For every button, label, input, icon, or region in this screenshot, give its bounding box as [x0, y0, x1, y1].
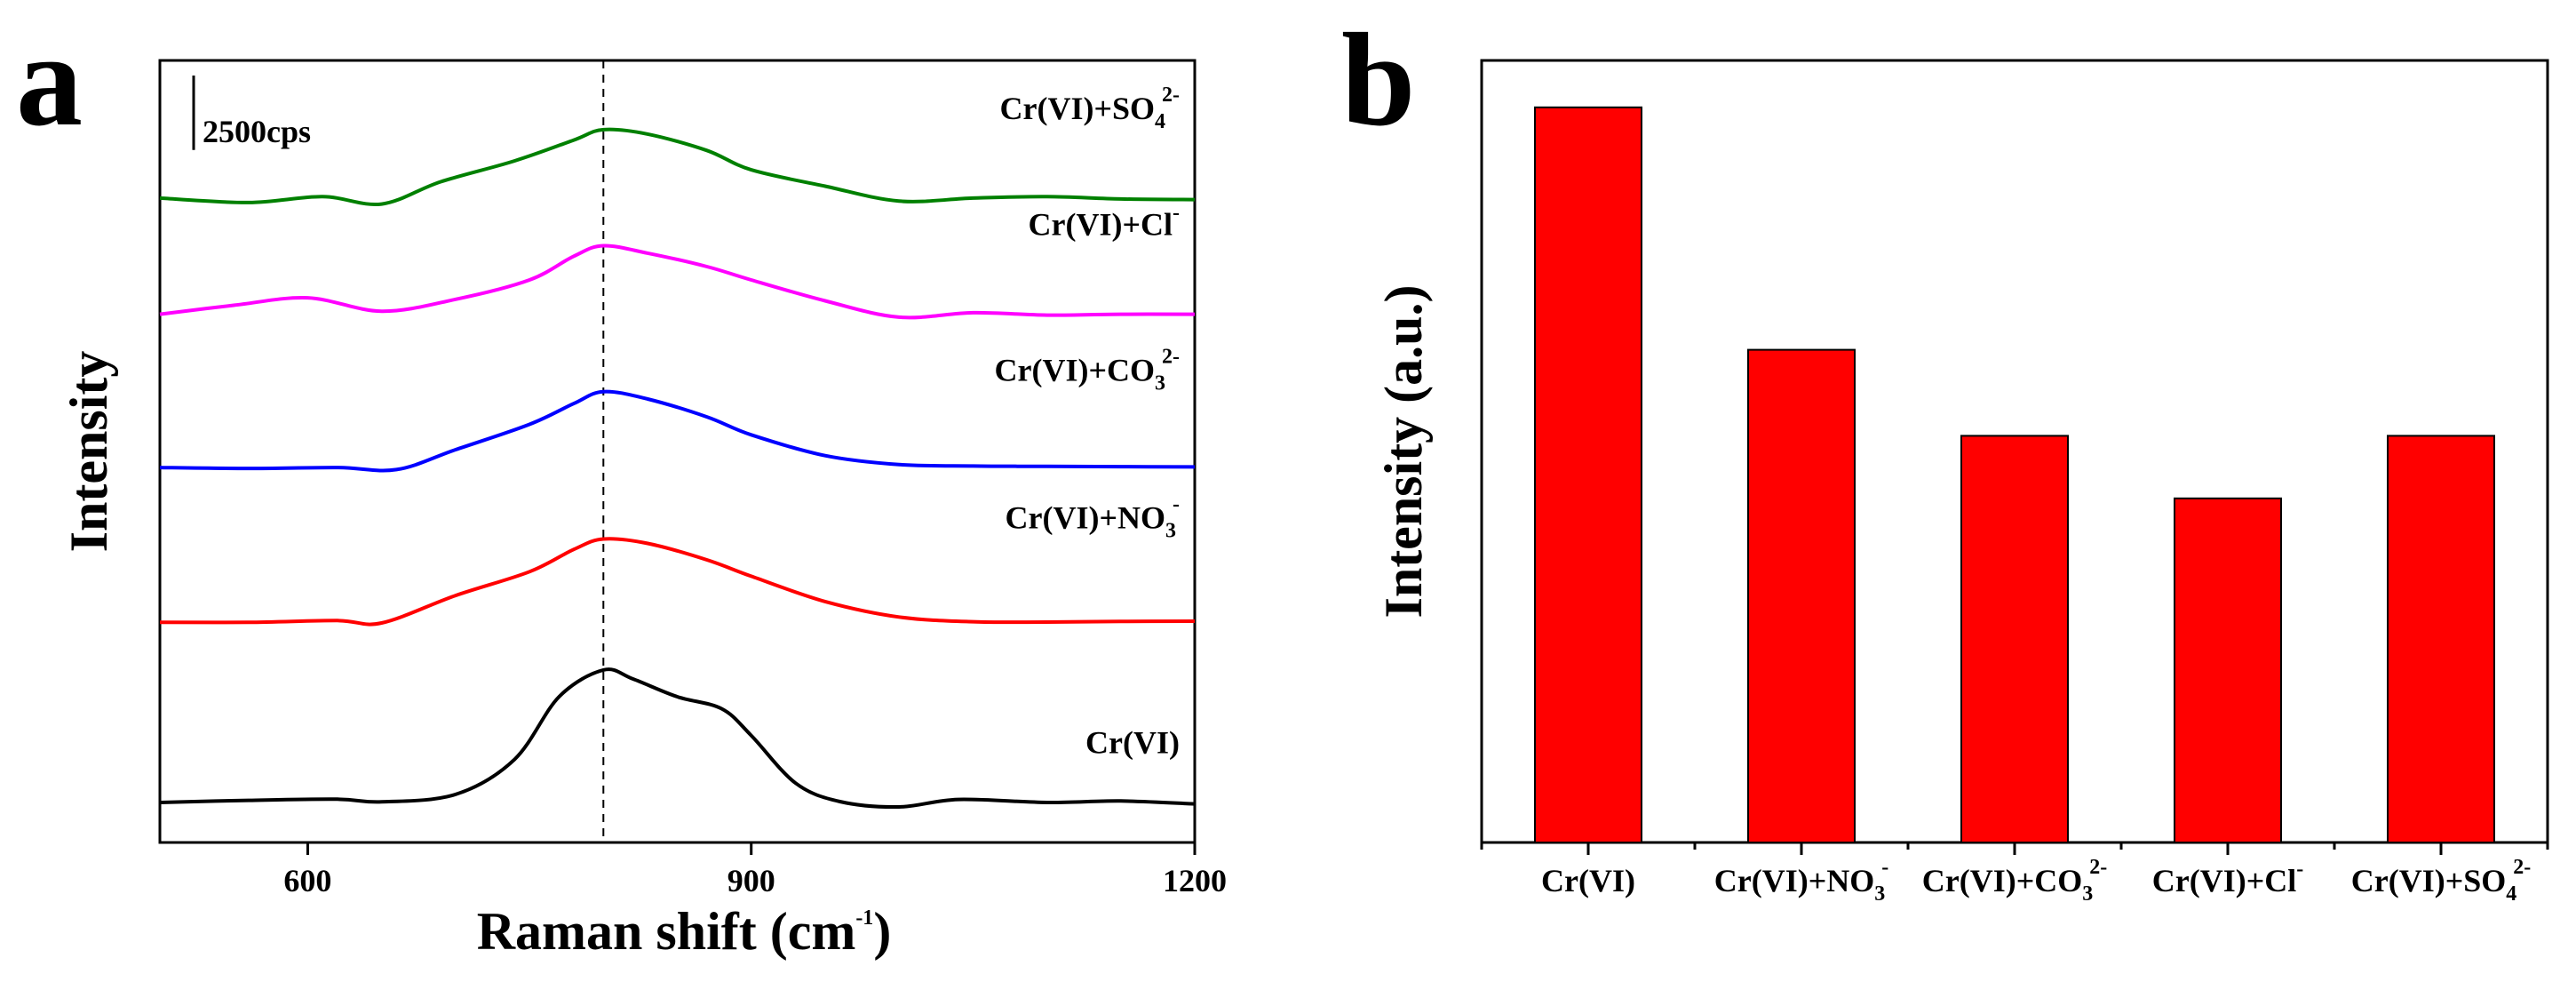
bar-1 [1747, 348, 1856, 844]
raman-trace-labels: Cr(VI) Cr(VI)+NO3- Cr(VI)+CO32- Cr(VI)+Cl- C… [995, 84, 1180, 761]
series-line-1 [159, 537, 1196, 627]
x-tick-label-600: 600 [283, 863, 331, 898]
bar-2 [1960, 435, 2069, 843]
plot-b-x-ticks [1480, 842, 2549, 855]
series-line-2 [159, 389, 1196, 473]
bar-category-label-0: Cr(VI) [1541, 863, 1635, 898]
plot-a-x-axis-title: Raman shift (cm-1) [477, 902, 892, 961]
trace-label-3: Cr(VI)+Cl- [1029, 202, 1180, 243]
plot-a-y-axis-title: Intensity [60, 351, 118, 553]
trace-label-0: Cr(VI) [1085, 725, 1180, 761]
x-tick-label-900: 900 [727, 863, 775, 898]
bar-category-label-2: Cr(VI)+CO32- [1922, 856, 2107, 906]
bar-category-label-3: Cr(VI)+Cl- [2152, 858, 2303, 898]
plot-a-decorations: 2500cps [192, 60, 605, 842]
plot-a-frame [158, 59, 1197, 844]
bar-category-label-4: Cr(VI)+SO42- [2351, 856, 2532, 906]
trace-label-1: Cr(VI)+NO3- [1006, 493, 1180, 543]
panel-a-letter: a [16, 6, 83, 154]
raman-series-group [159, 127, 1196, 810]
bar-3 [2174, 497, 2282, 843]
series-line-3 [159, 244, 1196, 320]
bar-group [1534, 106, 2495, 844]
series-line-4 [159, 127, 1196, 207]
bar-4 [2387, 435, 2495, 843]
x-tick-label-1200: 1200 [1163, 863, 1227, 898]
panel-b-letter: b [1341, 6, 1415, 154]
bar-0 [1534, 106, 1642, 844]
trace-label-2: Cr(VI)+CO32- [995, 346, 1180, 395]
series-line-0 [159, 667, 1196, 810]
raman-spectra-chart: 2500cps 600 900 1200 Cr(VI)Cr(VI)+NO3-Cr(V… [60, 59, 1227, 961]
trace-label-4: Cr(VI)+SO42- [1000, 84, 1181, 133]
plot-a-x-ticks: 600 900 1200 [283, 842, 1227, 898]
bar-category-label-1: Cr(VI)+NO3- [1714, 856, 1888, 906]
intensity-bar-chart: Cr(VI) Cr(VI)+NO3- Cr(VI)+CO32- Cr(VI)+Cl- C… [1374, 59, 2549, 906]
scale-bar-label: 2500cps [203, 114, 311, 149]
plot-b-y-axis-title: Intensity (a.u.) [1374, 284, 1433, 618]
bar-category-labels: Cr(VI) Cr(VI)+NO3- Cr(VI)+CO32- Cr(VI)+Cl- C… [1541, 856, 2531, 906]
